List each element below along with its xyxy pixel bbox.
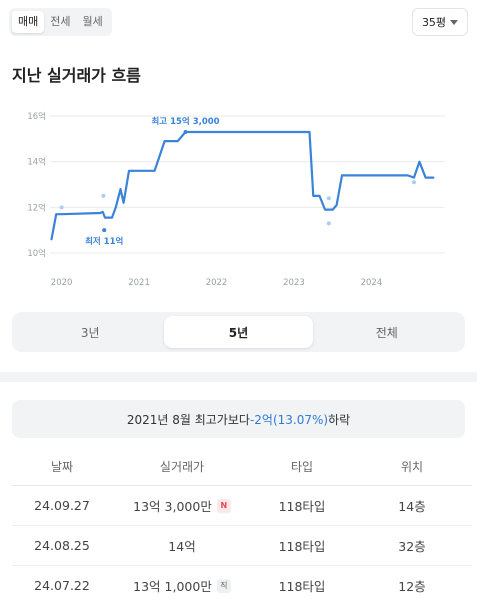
row-price-cell: 14억 [112, 536, 252, 555]
tab-sale[interactable]: 매매 [12, 11, 45, 33]
period-tab-3y[interactable]: 3년 [80, 325, 100, 340]
transaction-table: 날짜 실거래가 타입 위치 24.09.27 13억 3,000만 N 118타… [12, 448, 472, 601]
row-date: 24.09.27 [34, 498, 90, 513]
section-title: 지난 실거래가 흐름 [12, 66, 141, 85]
area-select-value: 35평 [421, 16, 447, 29]
header-type: 타입 [290, 460, 314, 474]
header-price: 실거래가 [159, 460, 205, 474]
data-point [183, 129, 188, 134]
x-tick-label: 2020 [51, 278, 73, 288]
data-point [326, 221, 331, 226]
table-row[interactable]: 24.08.25 14억 118타입 32층 [12, 526, 472, 566]
y-tick-label: 10억 [27, 248, 46, 259]
row-type: 118타입 [278, 579, 326, 594]
y-tick-label: 12억 [27, 202, 46, 213]
row-price-cell: 13억 3,000만 N [112, 496, 252, 515]
summary-prefix: 2021년 8월 최고가보다 [126, 412, 250, 427]
summary-suffix: 하락 [328, 412, 351, 427]
area-select[interactable]: 35평 [412, 8, 468, 36]
row-date: 24.08.25 [34, 538, 90, 553]
caret-down-icon [450, 19, 459, 25]
deal-type-tabs: 매매 전세 월세 [9, 8, 112, 36]
period-tabs: 3년 5년 전체 [12, 312, 465, 352]
row-floor: 12층 [398, 579, 426, 594]
period-tab-5y[interactable]: 5년 [164, 316, 313, 348]
x-tick-label: 2024 [361, 278, 383, 288]
data-point [101, 193, 106, 198]
row-price: 13억 3,000만 [133, 499, 212, 514]
annotation-label: 최저 11억 [85, 236, 123, 247]
row-floor: 14층 [398, 499, 426, 514]
section-divider [0, 372, 477, 382]
header-floor: 위치 [400, 460, 424, 474]
price-history-chart: 16억 14억 12억 10억 2020 2021 2022 2023 2024 최고 15억 3… [27, 111, 445, 288]
tab-monthly-rent[interactable]: 월세 [82, 15, 103, 28]
x-tick-label: 2023 [283, 278, 305, 288]
annotation-label: 최고 15억 3,000 [151, 116, 219, 127]
table-header: 날짜 실거래가 타입 위치 [12, 448, 472, 486]
data-point [412, 180, 417, 185]
data-point [326, 196, 331, 201]
header-date: 날짜 [50, 460, 74, 474]
x-tick-label: 2022 [206, 278, 228, 288]
tab-jeonse[interactable]: 전세 [50, 15, 71, 28]
row-type: 118타입 [278, 499, 326, 514]
new-badge: N [216, 498, 231, 513]
summary-change: -2억(13.07%) [249, 412, 329, 427]
series-line [50, 130, 435, 241]
y-tick-label: 16억 [27, 111, 46, 122]
row-date: 24.07.22 [34, 578, 90, 593]
x-tick-label: 2021 [128, 278, 150, 288]
table-row[interactable]: 24.09.27 13억 3,000만 N 118타입 14층 [12, 486, 472, 526]
row-price-cell: 13억 1,000만 직 [112, 576, 252, 595]
price-change-summary: 2021년 8월 최고가보다 -2억(13.07%) 하락 [12, 400, 465, 438]
table-row[interactable]: 24.07.22 13억 1,000만 직 118타입 12층 [12, 566, 472, 601]
row-price: 13억 1,000만 [133, 579, 212, 594]
direct-deal-badge: 직 [216, 578, 231, 593]
row-type: 118타입 [278, 539, 326, 554]
y-tick-label: 14억 [27, 157, 46, 168]
period-tab-all[interactable]: 전체 [375, 325, 398, 340]
data-point [59, 205, 64, 210]
row-price: 14억 [168, 539, 196, 554]
data-point [102, 228, 107, 233]
row-floor: 32층 [398, 539, 426, 554]
